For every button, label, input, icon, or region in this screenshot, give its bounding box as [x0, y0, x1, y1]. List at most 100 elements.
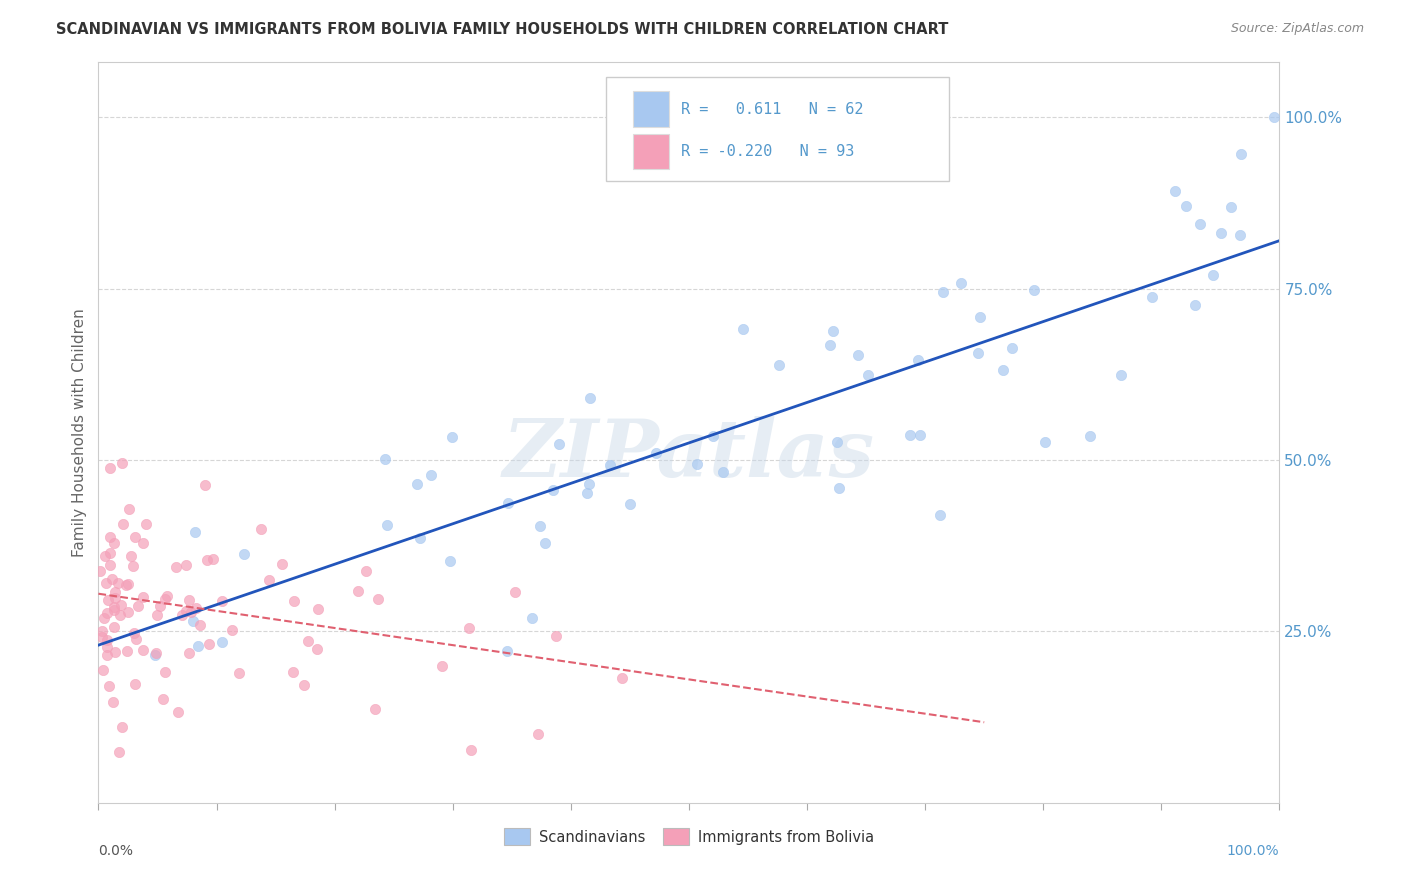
Point — [827, 481, 849, 495]
Point — [363, 702, 385, 716]
Point — [1263, 110, 1285, 124]
Point — [505, 585, 527, 599]
Point — [1202, 268, 1225, 282]
Point — [110, 598, 132, 612]
FancyBboxPatch shape — [606, 78, 949, 181]
Point — [612, 672, 634, 686]
Point — [578, 392, 600, 406]
Point — [117, 577, 139, 591]
Point — [283, 665, 305, 679]
Point — [406, 476, 429, 491]
Point — [98, 530, 121, 544]
Point — [374, 451, 396, 466]
Point — [441, 429, 464, 443]
Text: Source: ZipAtlas.com: Source: ZipAtlas.com — [1230, 22, 1364, 36]
Point — [949, 276, 972, 290]
Point — [104, 591, 127, 605]
Point — [250, 522, 273, 536]
Point — [125, 632, 148, 647]
Point — [94, 549, 117, 563]
Point — [1230, 146, 1253, 161]
Y-axis label: Family Households with Children: Family Households with Children — [72, 309, 87, 557]
Point — [108, 607, 131, 622]
Point — [533, 536, 555, 550]
Point — [98, 461, 121, 475]
Point — [202, 551, 225, 566]
Point — [177, 646, 200, 660]
Point — [686, 457, 709, 471]
Point — [1184, 298, 1206, 312]
Point — [527, 727, 550, 741]
Point — [356, 564, 378, 578]
Point — [900, 428, 922, 442]
Point — [575, 486, 598, 500]
Point — [420, 468, 443, 483]
Point — [131, 643, 153, 657]
Point — [1033, 435, 1056, 450]
Point — [578, 477, 600, 491]
Point — [145, 646, 167, 660]
Point — [495, 644, 517, 658]
Point — [375, 518, 398, 533]
Point — [619, 496, 641, 510]
Point — [152, 691, 174, 706]
Point — [305, 642, 328, 657]
Point — [932, 285, 955, 299]
Point — [496, 496, 519, 510]
Point — [823, 325, 845, 339]
Point — [98, 558, 121, 573]
Point — [89, 564, 111, 578]
Point — [1140, 290, 1163, 304]
Point — [91, 624, 114, 638]
Point — [846, 348, 869, 362]
Point — [458, 621, 481, 635]
Point — [127, 599, 149, 614]
Point — [155, 665, 177, 679]
Text: 0.0%: 0.0% — [98, 844, 134, 857]
Point — [111, 720, 134, 734]
Point — [1211, 227, 1233, 241]
Point — [104, 584, 127, 599]
Point — [546, 629, 568, 643]
Point — [96, 640, 118, 654]
Point — [177, 592, 200, 607]
Point — [111, 456, 134, 470]
Point — [91, 630, 114, 644]
Point — [194, 478, 217, 492]
Point — [184, 524, 207, 539]
Point — [165, 560, 187, 574]
Point — [131, 536, 153, 550]
Point — [96, 648, 118, 662]
Point — [96, 606, 118, 620]
Point — [908, 428, 931, 442]
Point — [768, 358, 790, 372]
Point — [645, 446, 668, 460]
Point — [107, 576, 129, 591]
Point — [187, 640, 209, 654]
Point — [969, 310, 991, 325]
FancyBboxPatch shape — [634, 91, 669, 127]
Point — [103, 620, 125, 634]
Point — [112, 517, 135, 532]
Point — [103, 600, 125, 615]
Point — [541, 483, 564, 498]
Point — [97, 592, 120, 607]
Point — [124, 677, 146, 691]
Point — [347, 584, 370, 599]
Point — [367, 591, 389, 606]
Point — [221, 623, 243, 637]
Point — [733, 322, 755, 336]
Point — [167, 705, 190, 719]
Legend: Scandinavians, Immigrants from Bolivia: Scandinavians, Immigrants from Bolivia — [498, 822, 880, 851]
Point — [430, 658, 453, 673]
Point — [122, 559, 145, 574]
Point — [143, 648, 166, 662]
Point — [818, 338, 841, 352]
Point — [135, 516, 157, 531]
Point — [184, 601, 207, 615]
Point — [928, 508, 950, 522]
Point — [967, 346, 990, 360]
Point — [1078, 429, 1101, 443]
Point — [211, 594, 233, 608]
Point — [153, 591, 176, 606]
